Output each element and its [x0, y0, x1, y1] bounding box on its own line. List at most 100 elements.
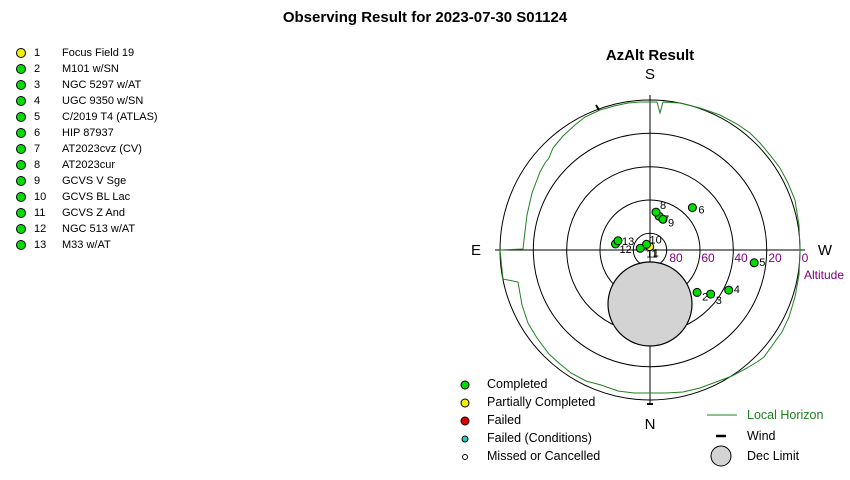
target-name: GCVS Z And: [62, 207, 125, 219]
target-name: AT2023cvz (CV): [62, 143, 142, 155]
target-dot-4[interactable]: [724, 285, 734, 295]
legend-dec-limit-label: Dec Limit: [747, 449, 800, 463]
target-number: 3: [34, 79, 41, 91]
target-row-10[interactable]: 10 GCVS BL Lac: [16, 189, 158, 205]
target-number: 10: [34, 191, 47, 203]
target-row-8[interactable]: 8 AT2023cur: [16, 157, 158, 173]
target-row-1[interactable]: 1 Focus Field 19: [16, 45, 158, 61]
legend-failed-dot: [460, 416, 470, 426]
target-name: GCVS BL Lac: [62, 191, 131, 203]
dec-limit-disk: [607, 261, 693, 347]
direction-east: E: [471, 242, 481, 259]
target-dot-5[interactable]: [749, 258, 759, 268]
status-dot: [16, 48, 26, 58]
direction-south: S: [645, 66, 655, 83]
target-row-13[interactable]: 13 M33 w/AT: [16, 237, 158, 253]
target-row-9[interactable]: 9 GCVS V Sge: [16, 173, 158, 189]
status-dot: [16, 80, 26, 90]
target-row-2[interactable]: 2 M101 w/SN: [16, 61, 158, 77]
target-dot-9[interactable]: [658, 214, 668, 224]
chart-title: AzAlt Result: [606, 47, 694, 64]
status-dot: [16, 112, 26, 122]
target-number: 4: [34, 95, 41, 107]
target-dot-3[interactable]: [706, 289, 716, 299]
local-horizon-line: [499, 101, 801, 394]
direction-west: W: [818, 242, 833, 259]
status-dot: [16, 128, 26, 138]
target-label-11: 11: [646, 248, 657, 260]
target-name: UGC 9350 w/SN: [62, 95, 144, 107]
status-dot: [16, 176, 26, 186]
target-row-4[interactable]: 4 UGC 9350 w/SN: [16, 93, 158, 109]
target-label-3: 3: [716, 295, 722, 307]
target-row-11[interactable]: 11 GCVS Z And: [16, 205, 158, 221]
target-number: 5: [34, 111, 41, 123]
target-dot-10[interactable]: [642, 239, 651, 249]
target-label-5: 5: [759, 257, 765, 269]
target-dot-11[interactable]: [635, 243, 645, 253]
status-dot: [16, 208, 26, 218]
target-number: 8: [34, 159, 41, 171]
target-dot-13[interactable]: [613, 236, 623, 246]
direction-north: N: [645, 416, 656, 433]
altitude-tick-0: 0: [802, 251, 809, 265]
target-name: C/2019 T4 (ATLAS): [62, 111, 158, 123]
status-dot: [16, 96, 26, 106]
symbol-legend: Local Horizon Wind Dec Limit: [707, 408, 823, 467]
target-label-9: 9: [668, 217, 674, 229]
legend-completed-dot: [460, 380, 470, 390]
target-number: 1: [34, 47, 41, 59]
page-title: Observing Result for 2023-07-30 S01124: [282, 9, 568, 26]
target-number: 9: [34, 175, 41, 187]
target-list: 1 Focus Field 19 2 M101 w/SN 3 NGC 5297 w/A…: [16, 45, 158, 253]
target-label-4: 4: [734, 284, 740, 296]
legend-wind-label: Wind: [747, 429, 776, 443]
target-label-13: 13: [622, 236, 634, 248]
target-row-5[interactable]: 5 C/2019 T4 (ATLAS): [16, 109, 158, 125]
target-marks: 1 2 3 4 5 6 7 8 9 10 11 12 13: [611, 200, 765, 307]
target-name: NGC 513 w/AT: [62, 223, 136, 235]
target-label-12: 12: [620, 244, 632, 256]
target-dot-8[interactable]: [651, 207, 661, 217]
status-legend: Completed Partially Completed Failed Fai…: [460, 377, 600, 463]
target-name: AT2023cur: [62, 159, 115, 171]
legend-dec-limit-disk: [710, 445, 732, 467]
target-row-3[interactable]: 3 NGC 5297 w/AT: [16, 77, 158, 93]
status-dot: [16, 144, 26, 154]
legend-partial-label: Partially Completed: [487, 395, 595, 409]
target-number: 13: [34, 239, 47, 251]
target-number: 11: [34, 207, 46, 219]
altitude-tick-20: 20: [768, 251, 782, 265]
target-name: M33 w/AT: [62, 239, 111, 251]
legend-failed-label: Failed: [487, 413, 521, 427]
altitude-tick-80: 80: [669, 251, 683, 265]
target-row-12[interactable]: 12 NGC 513 w/AT: [16, 221, 158, 237]
target-dot-2[interactable]: [692, 287, 702, 297]
legend-missed-dot: [462, 454, 468, 460]
target-name: GCVS V Sge: [62, 175, 127, 187]
target-label-1: 1: [653, 248, 659, 260]
target-name: M101 w/SN: [62, 63, 119, 75]
status-dot: [16, 224, 26, 234]
target-dot-6[interactable]: [687, 203, 697, 213]
target-name: HIP 87937: [62, 127, 114, 139]
target-number: 12: [34, 223, 47, 235]
status-dot: [16, 192, 26, 202]
target-number: 2: [34, 63, 41, 75]
legend-completed-label: Completed: [487, 377, 547, 391]
target-number: 7: [34, 143, 41, 155]
target-name: Focus Field 19: [62, 47, 135, 59]
target-label-8: 8: [660, 200, 666, 212]
target-label-10: 10: [650, 234, 662, 246]
wind-marker: [595, 104, 600, 111]
target-name: NGC 5297 w/AT: [62, 79, 142, 91]
target-row-6[interactable]: 6 HIP 87937: [16, 125, 158, 141]
target-number: 6: [34, 127, 41, 139]
altitude-tick-60: 60: [701, 251, 715, 265]
target-row-7[interactable]: 7 AT2023cvz (CV): [16, 141, 158, 157]
target-label-7: 7: [663, 214, 669, 226]
legend-missed-label: Missed or Cancelled: [487, 449, 600, 463]
legend-failed-conditions-label: Failed (Conditions): [487, 431, 592, 445]
status-dot: [16, 240, 26, 250]
